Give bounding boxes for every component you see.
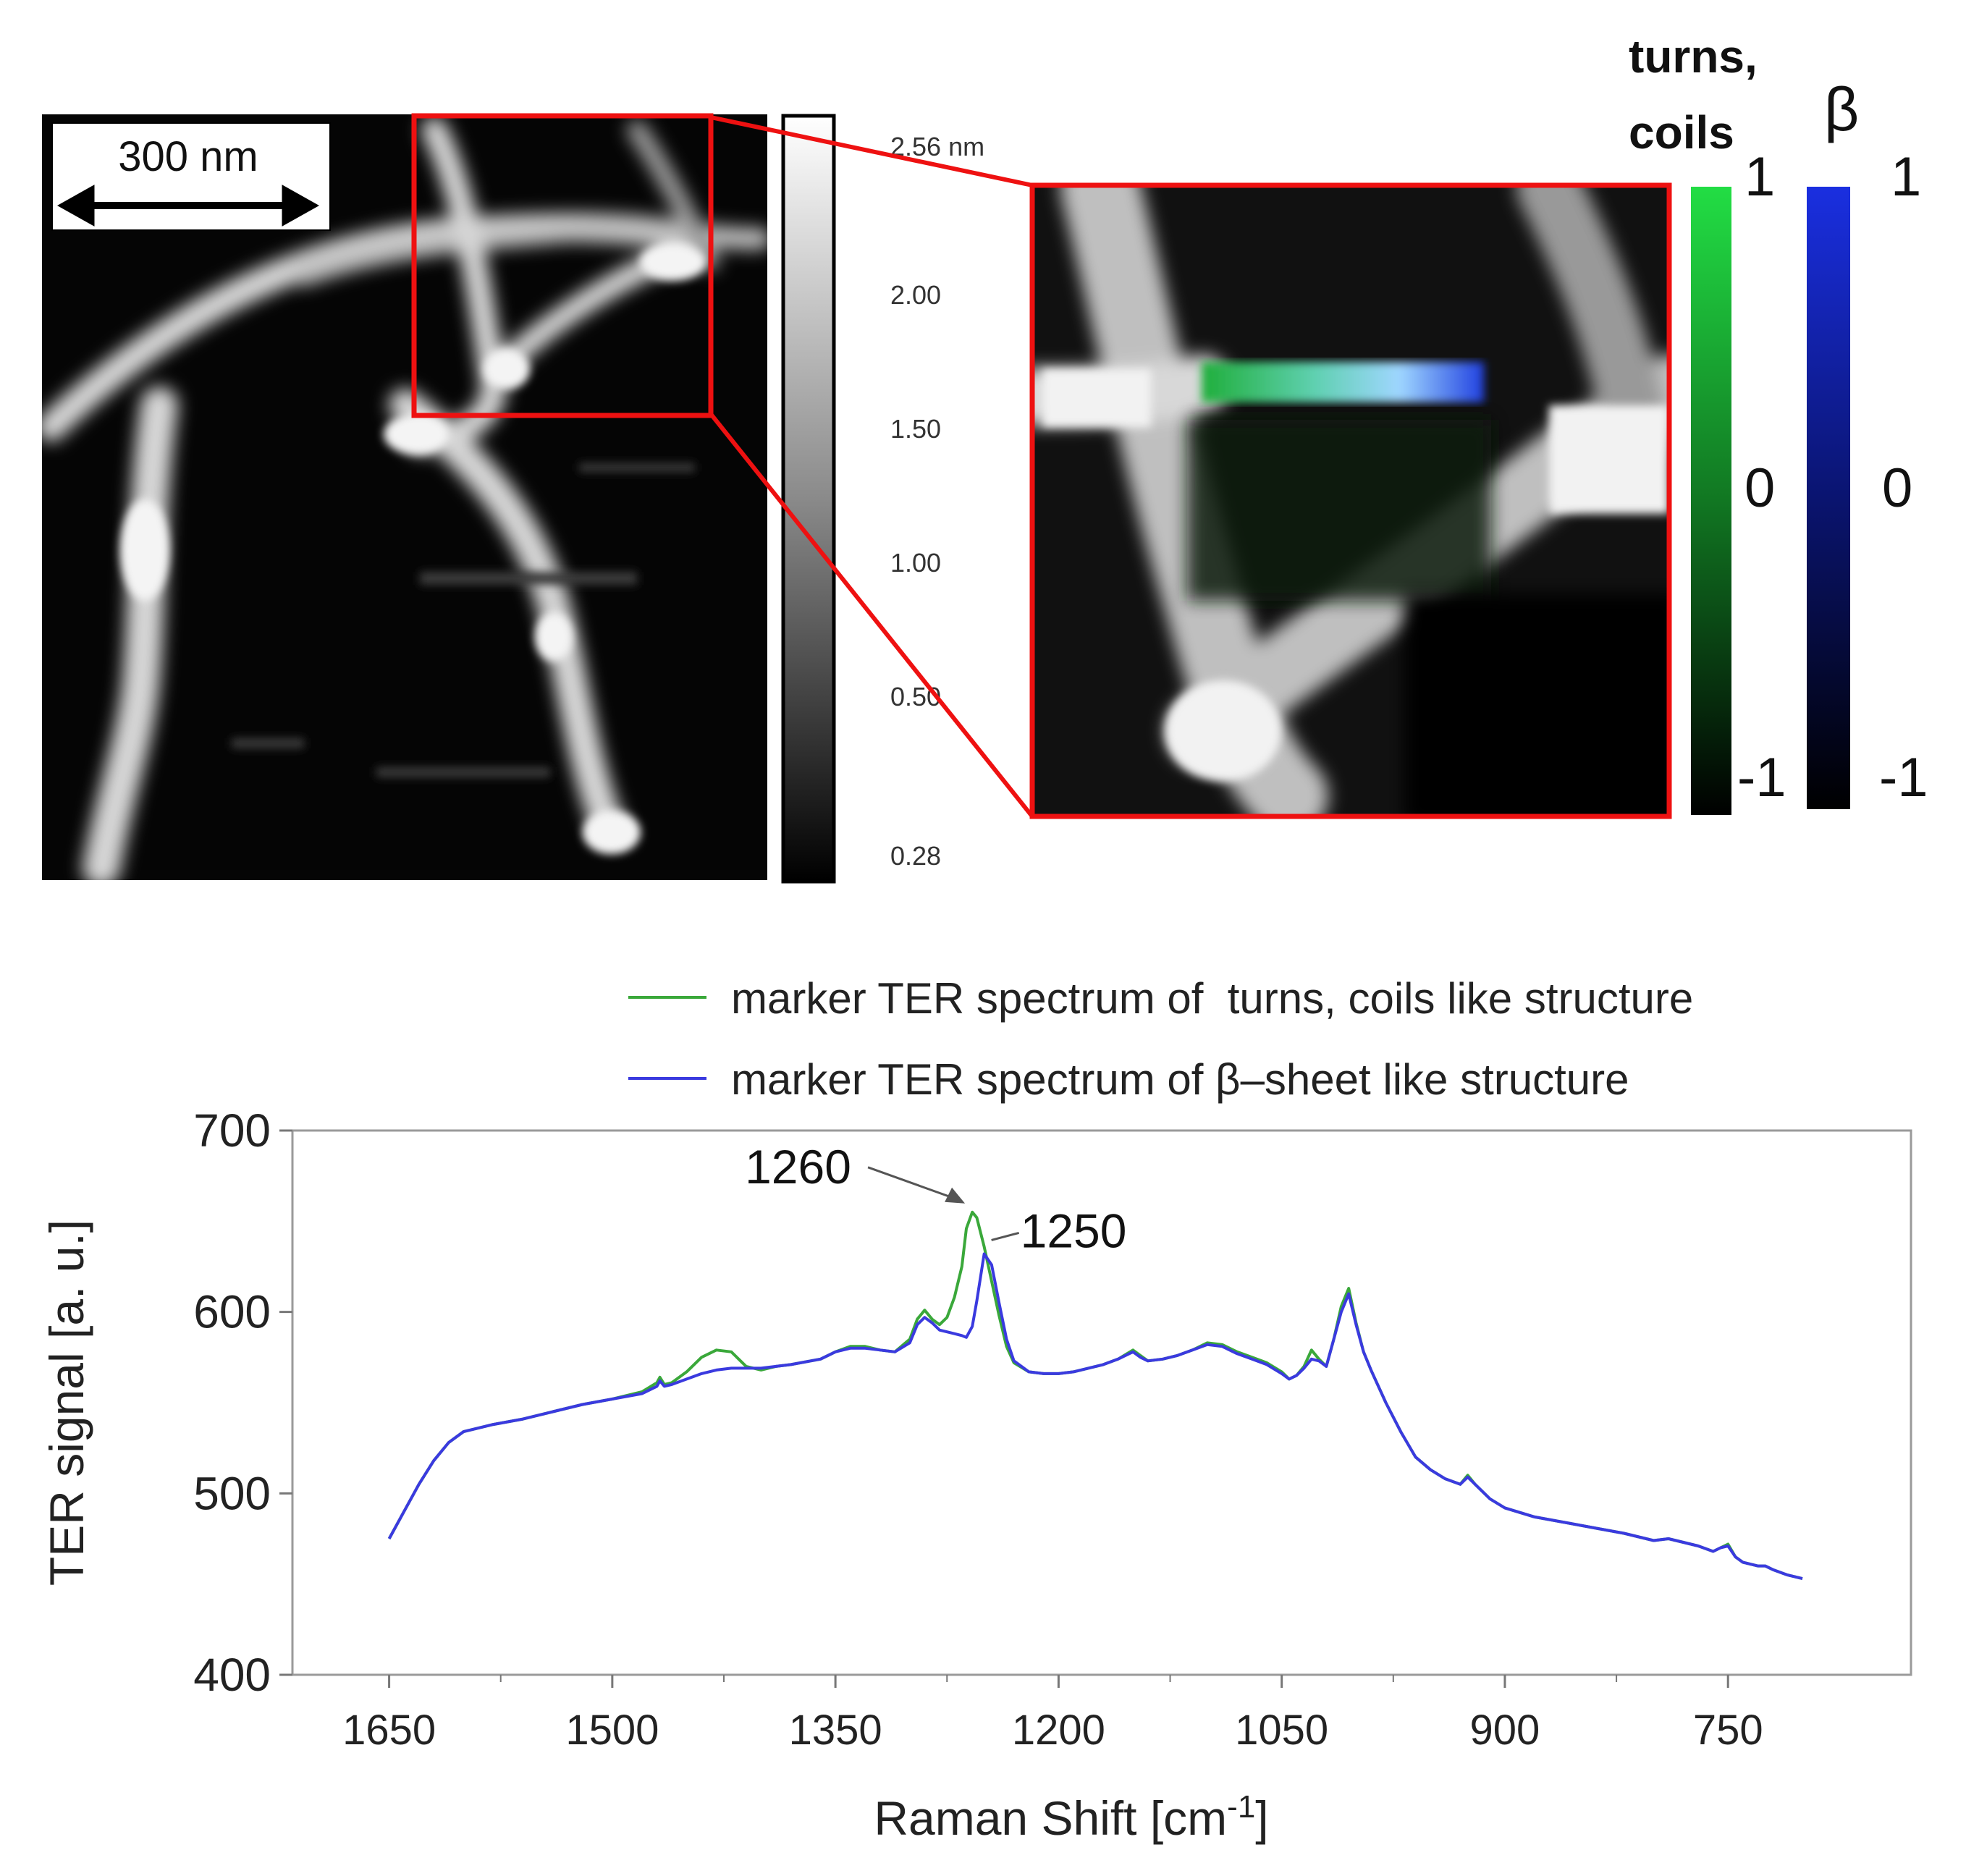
x-axis-ticks: 1650 1500 1350 1200 1050 900 750 <box>342 1675 1763 1754</box>
afm-scan-artifact <box>232 738 304 748</box>
zoom-region-box <box>411 113 714 418</box>
plot-frame <box>291 1129 1912 1676</box>
peak-arrow-1260 <box>867 1166 961 1202</box>
afm-fibrils <box>42 117 767 880</box>
height-colorbar: 2.56 nm 2.00 1.50 1.00 0.50 0.28 <box>781 114 984 884</box>
peak-label-1250: 1250 <box>1021 1204 1127 1257</box>
turns-tick-label: 0 <box>1744 457 1775 519</box>
peak-arrowhead-1260 <box>945 1187 966 1204</box>
height-tick-label: 0.28 <box>890 841 941 871</box>
zoom-inset <box>1029 182 1672 819</box>
inset-fibril-right <box>1516 185 1668 467</box>
fibril-left-vertical <box>83 386 178 880</box>
height-tick-label: 2.00 <box>890 280 941 310</box>
series-lines <box>387 1210 1803 1581</box>
turns-coils-colorbar: turns, coils 1 0 -1 <box>1629 30 1786 815</box>
peak-annotations: 1260 1250 <box>745 1140 1126 1258</box>
x-tick-label: 1350 <box>789 1707 882 1754</box>
x-axis-label-superscript: -1 <box>1227 1789 1255 1825</box>
afm-blob-1 <box>120 499 169 601</box>
zoom-connectors <box>709 115 1034 818</box>
y-tick-label: 600 <box>193 1286 271 1338</box>
fibril-upper-center <box>407 117 507 455</box>
turns-colorbar-gradient <box>1691 187 1731 815</box>
chart-legend: marker TER spectrum of turns, coils like… <box>628 974 1693 1104</box>
x-tick-label: 900 <box>1470 1707 1540 1754</box>
peak-arrow-1250 <box>991 1231 1020 1241</box>
height-tick-label: 0.50 <box>890 682 941 711</box>
y-tick-label: 700 <box>193 1104 271 1157</box>
turns-tick-label: 1 <box>1744 146 1775 208</box>
inset-dark-pore <box>1187 420 1491 601</box>
inset-bright-spot <box>1165 680 1281 782</box>
fibril-center-descending <box>389 389 625 842</box>
afm-scan-artifact <box>420 572 637 585</box>
beta-sheet-spectrum-line <box>387 1252 1803 1581</box>
peak-label-1260: 1260 <box>745 1140 851 1193</box>
inset-frame <box>1029 182 1672 819</box>
scale-bar-label: 300 nm <box>118 133 258 180</box>
legend-label-turns-coils: marker TER spectrum of turns, coils like… <box>731 974 1693 1023</box>
beta-tick-label: 0 <box>1882 457 1912 519</box>
beta-colorbar: β 1 0 -1 <box>1807 75 1928 809</box>
x-tick-label: 750 <box>1693 1707 1763 1754</box>
afm-blob-3 <box>484 349 530 389</box>
afm-scan-artifact <box>376 767 550 777</box>
afm-blob-2 <box>384 414 449 455</box>
beta-tick-label: -1 <box>1879 747 1928 808</box>
fibril-right-upper <box>627 120 720 271</box>
inset-image <box>1032 185 1669 816</box>
tip-enhanced-raman-stripe <box>1202 362 1484 402</box>
x-tick-label: 1200 <box>1012 1707 1105 1754</box>
afm-panel: 300 nm <box>42 113 767 880</box>
afm-blob-4 <box>640 243 706 281</box>
turns-tick-label: -1 <box>1737 747 1786 808</box>
y-tick-label: 500 <box>193 1467 271 1519</box>
turns-label-line2: coils <box>1629 106 1734 159</box>
height-tick-label: 1.50 <box>890 414 941 444</box>
scale-bar-arrow <box>56 185 320 227</box>
beta-label: β <box>1824 75 1859 143</box>
y-axis-label: TER signal [a. u.] <box>40 1220 93 1586</box>
x-tick-label: 1500 <box>565 1707 659 1754</box>
x-axis-label: Raman Shift [cm-1] <box>874 1789 1268 1845</box>
y-axis-ticks: 400 500 600 700 <box>193 1104 292 1701</box>
turns-coils-spectrum-line <box>387 1210 1803 1581</box>
afm-scan-artifact <box>579 463 695 472</box>
afm-blob-6 <box>535 612 573 662</box>
height-tick-label: 1.00 <box>890 548 941 578</box>
turns-label-line1: turns, <box>1629 30 1758 83</box>
beta-colorbar-gradient <box>1807 187 1850 809</box>
legend-label-beta-sheet: marker TER spectrum of β–sheet like stru… <box>731 1055 1629 1104</box>
ter-spectrum-chart: marker TER spectrum of turns, coils like… <box>40 974 1912 1845</box>
inset-bright-band <box>1042 369 1151 427</box>
afm-blob-5 <box>583 811 641 854</box>
inset-bright-block <box>1549 405 1669 514</box>
x-tick-label: 1050 <box>1235 1707 1328 1754</box>
height-colorbar-gradient <box>781 114 836 884</box>
x-tick-label: 1650 <box>342 1707 436 1754</box>
y-tick-label: 400 <box>193 1649 271 1701</box>
beta-tick-label: 1 <box>1891 146 1921 208</box>
inset-lower-right-dark <box>1404 593 1669 816</box>
